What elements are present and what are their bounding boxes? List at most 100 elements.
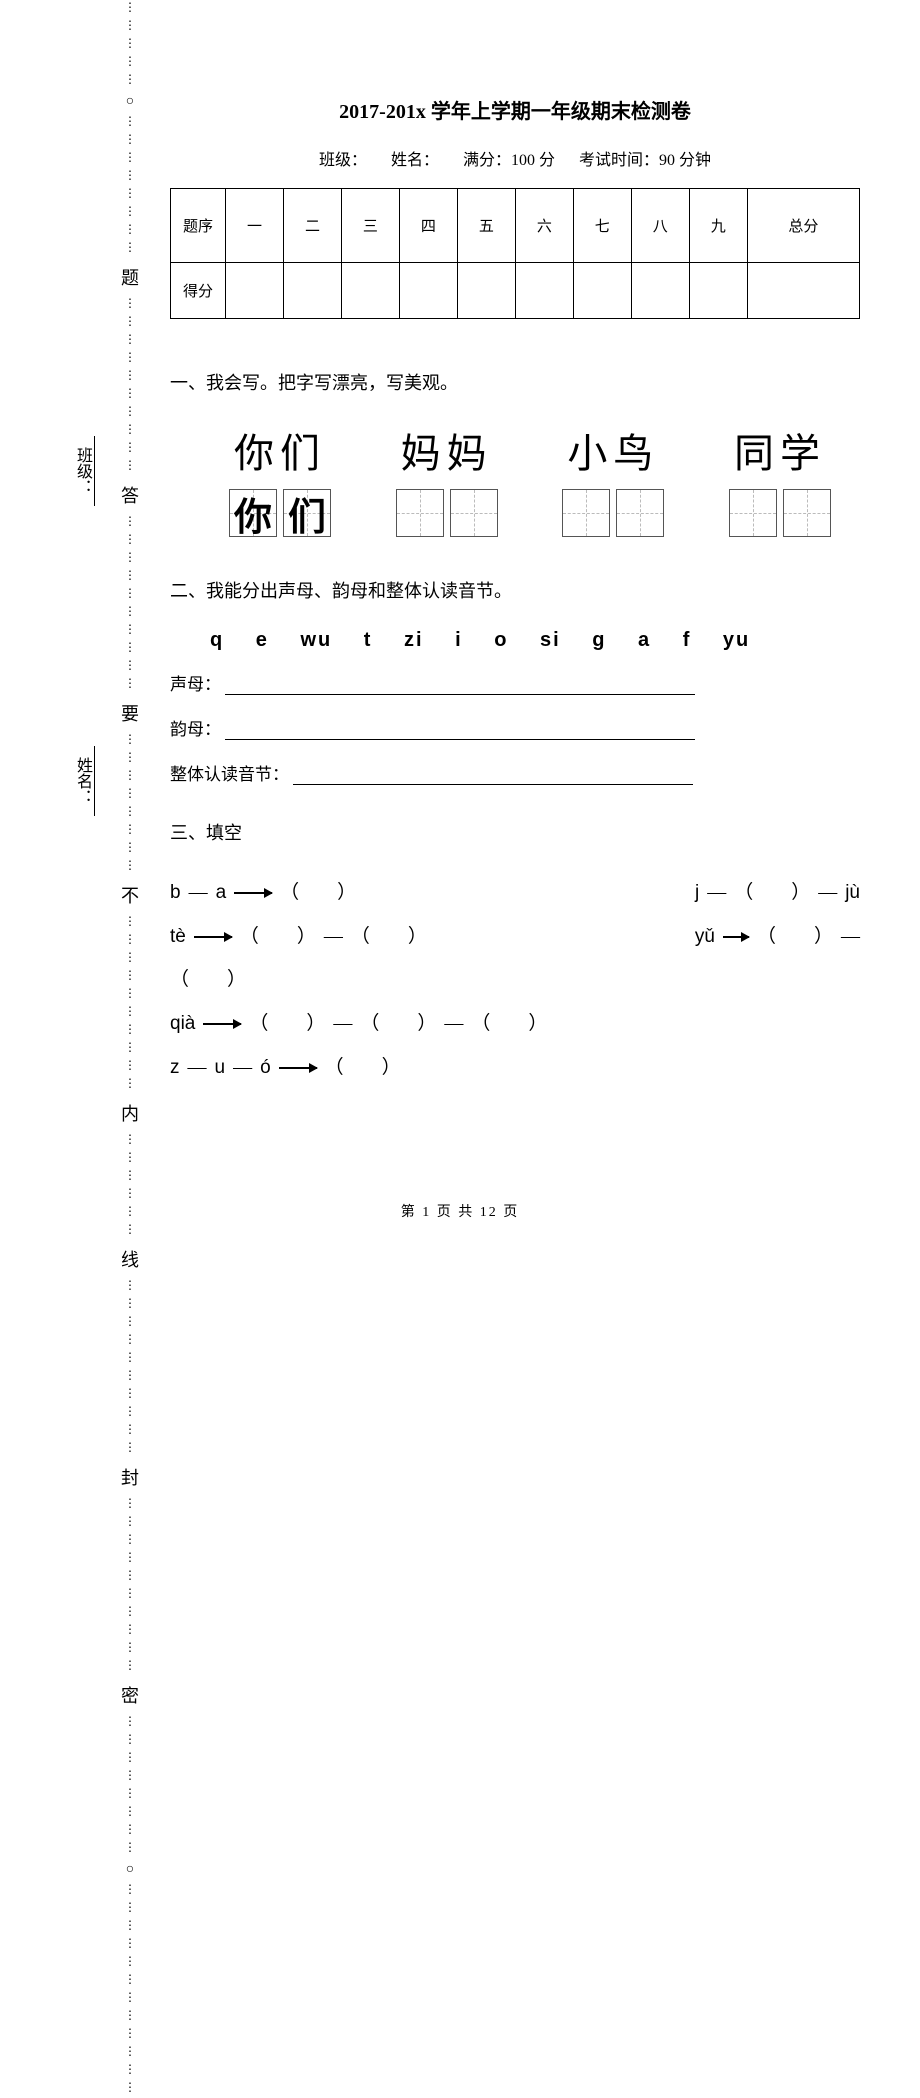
score-cell[interactable]	[747, 263, 859, 319]
exam-meta: 班级： 姓名： 满分：100 分 考试时间：90 分钟	[170, 146, 860, 170]
score-cell[interactable]	[399, 263, 457, 319]
pinyin-part: z	[170, 1046, 180, 1090]
blank[interactable]: （ ）	[249, 1002, 325, 1046]
meta-xingming: 姓名：	[391, 152, 439, 169]
blank[interactable]: （ ）	[240, 915, 316, 959]
blank[interactable]: （ ）	[170, 958, 246, 1002]
blank[interactable]: （ ）	[325, 1046, 401, 1090]
tianzi-box[interactable]	[450, 489, 498, 537]
sec3-item: j — （ ） — jù	[515, 871, 860, 915]
tianzi-box[interactable]	[783, 489, 831, 537]
binding-char: 线	[121, 1246, 139, 1272]
practice-word: 同学	[710, 421, 850, 479]
arrow-icon	[194, 936, 232, 938]
score-col: 五	[457, 189, 515, 263]
fill-underline[interactable]	[225, 694, 695, 695]
score-cell[interactable]	[573, 263, 631, 319]
practice-word: 妈妈	[377, 421, 517, 479]
blank[interactable]: （ ）	[351, 915, 427, 959]
pinyin-part: u	[215, 1046, 226, 1090]
tianzi-box[interactable]: 们	[283, 489, 331, 537]
score-cell[interactable]	[457, 263, 515, 319]
binding-circle-icon: ○	[126, 1862, 134, 1878]
exam-title: 2017-201x 学年上学期一年级期末检测卷	[170, 95, 860, 124]
pinyin-part: jù	[845, 871, 860, 915]
sec3-item: tè （ ） — （ ）	[170, 915, 515, 959]
score-cell[interactable]	[283, 263, 341, 319]
page-footer: 第 1 页 共 12 页	[0, 1201, 920, 1221]
arrow-icon	[723, 936, 749, 938]
arrow-icon	[279, 1067, 317, 1069]
blank[interactable]: （ ）	[471, 1002, 547, 1046]
tianzi-pair	[710, 489, 850, 537]
blank[interactable]: （ ）	[360, 1002, 436, 1046]
fill-label: 韵母：	[170, 715, 221, 740]
sec3-item: （ ）	[170, 958, 860, 1002]
blank[interactable]: （ ）	[280, 871, 356, 915]
binding-char: 不	[121, 882, 139, 908]
score-header-row: 题序 一 二 三 四 五 六 七 八 九 总分	[171, 189, 860, 263]
side-label-xingming-text: 姓名：	[70, 757, 94, 805]
binding-char: 答	[121, 482, 139, 508]
score-cell[interactable]	[631, 263, 689, 319]
side-label-banji-text: 班级：	[70, 447, 94, 495]
pinyin-part: j	[695, 871, 699, 915]
sec3-item: b — a （ ）	[170, 871, 515, 915]
binding-char: 题	[121, 264, 139, 290]
dash-icon: —	[841, 915, 860, 959]
score-cell[interactable]	[689, 263, 747, 319]
meta-time: 考试时间：90 分钟	[579, 152, 711, 169]
practice-word: 你们	[210, 421, 350, 479]
dash-icon: —	[233, 1046, 252, 1090]
arrow-icon	[203, 1023, 241, 1025]
score-cell[interactable]	[341, 263, 399, 319]
score-col: 九	[689, 189, 747, 263]
fill-line-yunmu: 韵母：	[170, 715, 860, 740]
binding-char: 内	[121, 1100, 139, 1126]
score-col: 六	[515, 189, 573, 263]
arrow-icon	[234, 892, 272, 894]
binding-char: 要	[121, 700, 139, 726]
tianzi-box[interactable]	[396, 489, 444, 537]
score-value-row: 得分	[171, 263, 860, 319]
fill-underline[interactable]	[225, 739, 695, 740]
sec3-item: z — u — ó （ ）	[170, 1046, 860, 1090]
blank[interactable]: （ ）	[734, 871, 810, 915]
score-col: 八	[631, 189, 689, 263]
score-col-total: 总分	[747, 189, 859, 263]
section1-words: 你们 妈妈 小鸟 同学	[210, 421, 850, 479]
tianzi-box[interactable]	[562, 489, 610, 537]
dash-icon: —	[333, 1002, 352, 1046]
tianzi-glyph: 们	[288, 486, 326, 541]
sec3-row: tè （ ） — （ ） yǔ （ ） —	[170, 915, 860, 959]
score-col: 七	[573, 189, 631, 263]
sec3-item: yǔ （ ） —	[515, 915, 860, 959]
side-label-banji: 班级：	[70, 430, 95, 512]
dash-icon: —	[707, 871, 726, 915]
tianzi-pair	[377, 489, 517, 537]
tianzi-box[interactable]	[729, 489, 777, 537]
tianzi-glyph: 你	[234, 486, 272, 541]
score-col: 二	[283, 189, 341, 263]
sec3-row: qià （ ） — （ ） — （ ）	[170, 1002, 860, 1046]
pinyin-part: a	[216, 871, 227, 915]
blank[interactable]: （ ）	[757, 915, 833, 959]
fill-label: 声母：	[170, 670, 221, 695]
dash-icon: —	[188, 1046, 207, 1090]
side-label-column: 班级： 姓名：	[70, 0, 100, 1303]
tianzi-pair: 你 们	[210, 489, 350, 537]
content-area: 2017-201x 学年上学期一年级期末检测卷 班级： 姓名： 满分：100 分…	[170, 95, 860, 1089]
score-cell[interactable]	[515, 263, 573, 319]
section3-heading: 三、填空	[170, 819, 860, 845]
tianzi-box[interactable]: 你	[229, 489, 277, 537]
dash-icon: —	[189, 871, 208, 915]
binding-char: 密	[121, 1682, 139, 1708]
score-col: 一	[226, 189, 284, 263]
score-cell[interactable]	[226, 263, 284, 319]
fill-line-zhengti: 整体认读音节：	[170, 760, 860, 785]
fill-underline[interactable]	[293, 784, 693, 785]
tianzi-box[interactable]	[616, 489, 664, 537]
binding-strip: ⋮⋮⋮⋮⋮ ○ ⋮⋮⋮⋮⋮⋮⋮⋮ 题 ⋮⋮⋮⋮⋮⋮⋮⋮⋮⋮ 答 ⋮⋮⋮⋮⋮⋮⋮⋮…	[110, 0, 150, 1303]
score-col: 三	[341, 189, 399, 263]
dash-icon: —	[818, 871, 837, 915]
